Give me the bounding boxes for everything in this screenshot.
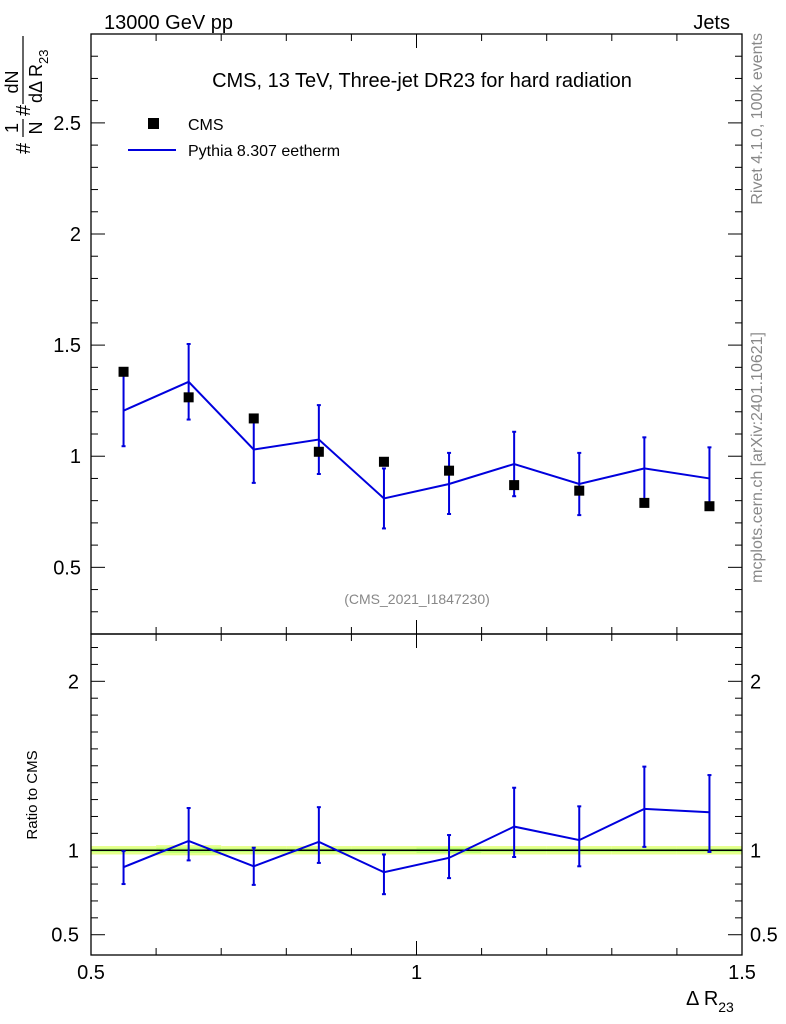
data-point (444, 465, 455, 476)
main-panel: 0.5 1 1.5 2 2.5 (53, 33, 743, 635)
data-point (118, 366, 129, 377)
y-tick-label: 1.5 (53, 335, 81, 357)
legend: CMS Pythia 8.307 eetherm (128, 117, 340, 160)
x-tick-label: 1 (411, 962, 422, 984)
data-point (574, 485, 585, 496)
ratio-y-tick-label: 2 (68, 671, 79, 693)
analysis-id: (CMS_2021_I1847230) (344, 591, 490, 607)
ylabel-hash-2: # (13, 104, 35, 116)
data-point (639, 497, 650, 508)
data-point (704, 501, 715, 512)
data-point (183, 392, 194, 403)
x-tick-label: 1.5 (728, 962, 756, 984)
mc-series-line (123, 380, 710, 500)
x-axis-label: Δ R23 (686, 988, 734, 1015)
header-left: 13000 GeV pp (104, 12, 233, 34)
legend-mc-label: Pythia 8.307 eetherm (188, 143, 340, 160)
data-point (509, 480, 520, 491)
ylabel-num1: 1 (2, 123, 22, 133)
x-tick-label: 0.5 (77, 962, 105, 984)
y-tick-label: 0.5 (53, 557, 81, 579)
ratio-mc-line (123, 807, 710, 874)
y-tick-label: 2.5 (53, 113, 81, 135)
data-point (248, 413, 259, 424)
ratio-y-tick-label-right: 0.5 (750, 925, 778, 947)
data-point (378, 456, 389, 467)
chart-title: CMS, 13 TeV, Three-jet DR23 for hard rad… (212, 70, 632, 92)
side-mcplots-label: mcplots.cern.ch [arXiv:2401.10621] (749, 332, 766, 583)
ratio-panel: 0.5 0.5 1 1 2 2 0.5 1 1.5 (51, 633, 778, 984)
side-rivet-label: Rivet 4.1.0, 100k events (749, 33, 766, 205)
ratio-y-tick-label-right: 2 (750, 671, 761, 693)
y-tick-label: 2 (70, 224, 81, 246)
data-point (313, 446, 324, 457)
header-right: Jets (693, 12, 730, 34)
ylabel-num2: dN (2, 70, 22, 93)
legend-data-label: CMS (188, 117, 224, 134)
y-tick-label: 1 (70, 446, 81, 468)
ratio-y-tick-label-right: 1 (750, 840, 761, 862)
ylabel-den1: N (26, 122, 46, 135)
main-y-axis-label: # 1 N # dN dΔ R23 (2, 36, 51, 154)
ratio-y-tick-label: 1 (68, 840, 79, 862)
ylabel-den2: dΔ R23 (26, 49, 51, 103)
ratio-y-axis-label: Ratio to CMS (24, 750, 41, 839)
ylabel-hash-1: # (13, 142, 35, 154)
legend-data-marker (148, 118, 159, 129)
ratio-y-tick-label: 0.5 (51, 925, 79, 947)
